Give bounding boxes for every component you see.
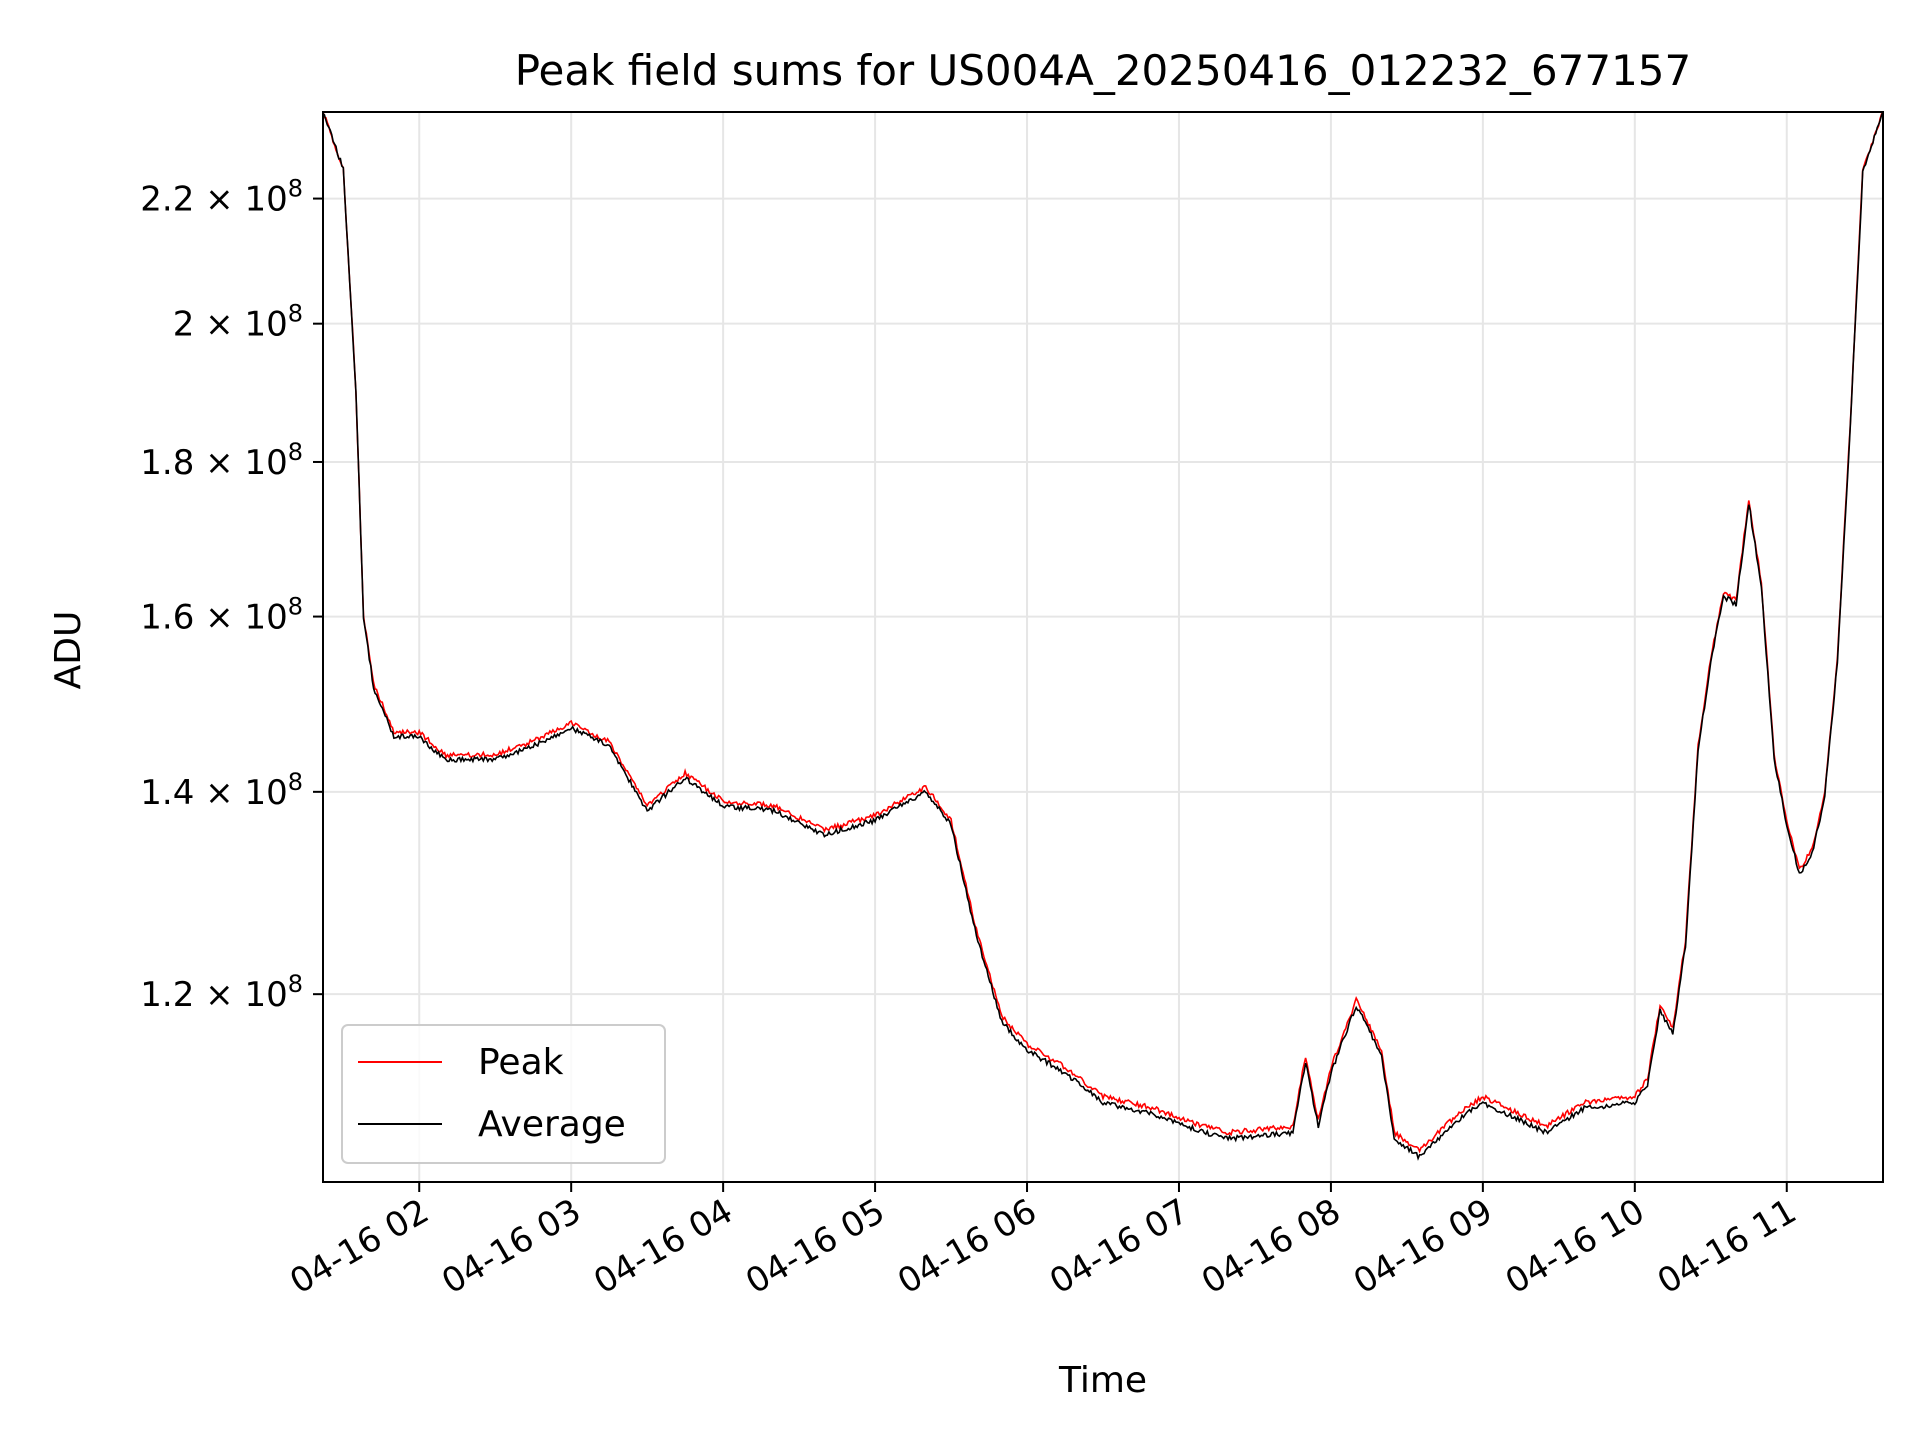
series-line-average bbox=[323, 112, 1883, 1161]
y-tick-label: 1.8 × 108 bbox=[140, 438, 303, 483]
grid bbox=[323, 112, 1883, 1182]
y-tick-label: 1.4 × 108 bbox=[140, 768, 303, 813]
y-tick-label: 2.2 × 108 bbox=[140, 175, 303, 220]
series-line-peak bbox=[323, 112, 1883, 1154]
y-axis-label: ADU bbox=[48, 611, 89, 690]
x-axis-label: Time bbox=[1058, 1360, 1147, 1401]
axes-frame bbox=[322, 111, 1884, 1183]
y-tick-label: 1.2 × 108 bbox=[140, 970, 303, 1015]
y-tick-label: 2 × 108 bbox=[173, 300, 303, 345]
chart-title: Peak field sums for US004A_20250416_0122… bbox=[515, 46, 1692, 95]
legend-frame bbox=[341, 1024, 666, 1164]
y-tick-label: 1.6 × 108 bbox=[140, 593, 303, 638]
legend: Peak Average bbox=[341, 1024, 666, 1164]
plot-series bbox=[323, 112, 1883, 1161]
legend-label-peak: Peak bbox=[478, 1042, 564, 1083]
legend-label-average: Average bbox=[478, 1104, 626, 1145]
